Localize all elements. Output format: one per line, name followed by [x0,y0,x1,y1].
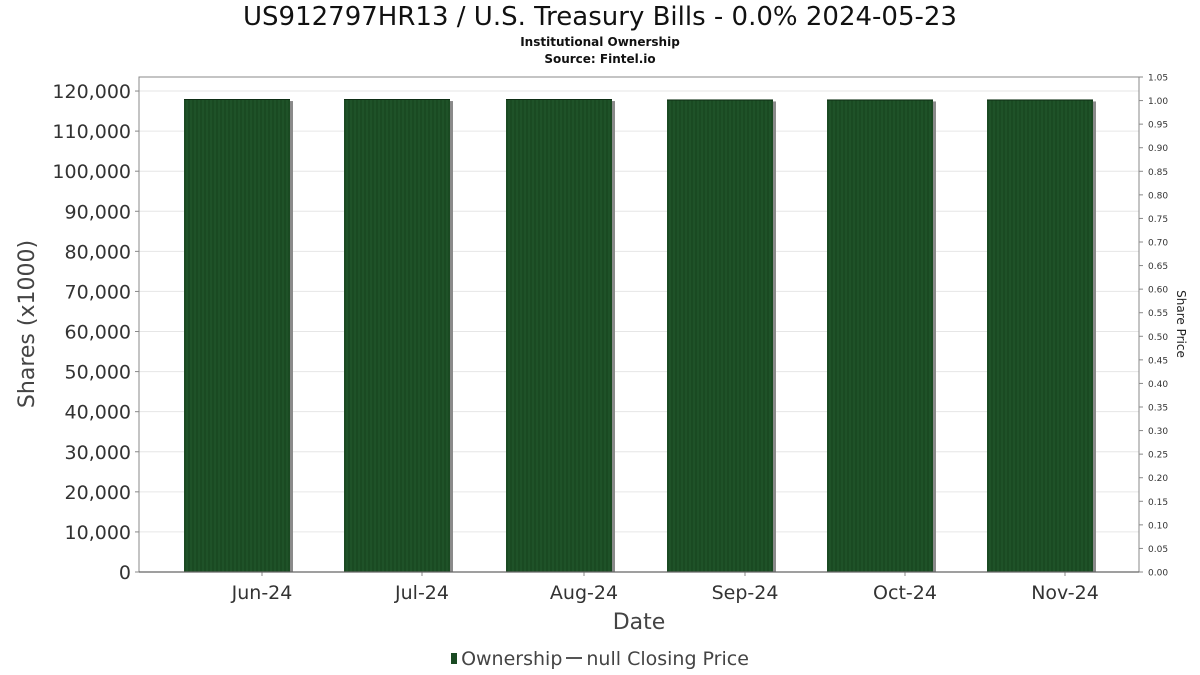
y2-tick-label: 0.70 [1148,239,1168,249]
y2-tick-label: 0.55 [1148,309,1168,319]
bar-group [506,99,615,573]
y2-tick-label: 0.30 [1148,427,1168,437]
bar [987,99,1093,572]
bar-group [344,99,453,573]
y-tick-label: 100,000 [52,161,131,183]
price-legend-label: null Closing Price [586,648,749,670]
chart-source: Source: Fintel.io [544,52,656,66]
x-tick-label: Nov-24 [1031,582,1099,604]
bar-group [987,99,1096,572]
y-tick-label: 80,000 [65,241,131,263]
bar [506,99,612,573]
y2-axis-label: Share Price [1174,290,1188,358]
y2-axis: 0.00 0.05 0.10 0.15 0.20 0.25 0.30 0.35 0.40 0.45… [1139,74,1168,579]
y2-tick-label: 0.40 [1148,380,1168,390]
y2-tick-label: 0.65 [1148,262,1168,272]
x-tick-label: Jun-24 [231,582,293,604]
bar [344,99,450,573]
y-tick-label: 60,000 [65,322,131,344]
y-tick-label: 90,000 [65,201,131,223]
y-axis: 0 10,000 20,000 30,000 40,000 50,000 60,000 70,… [52,81,139,584]
y-tick-label: 120,000 [52,81,131,103]
bar [667,99,773,572]
y2-tick-label: 0.45 [1148,356,1168,366]
y-tick-label: 0 [119,562,131,584]
y-tick-label: 50,000 [65,362,131,384]
y2-tick-label: 0.85 [1148,168,1168,178]
price-legend-swatch [566,657,583,659]
y-tick-label: 40,000 [65,402,131,424]
y2-tick-label: 0.90 [1148,144,1168,154]
ownership-legend-swatch [451,653,458,664]
ownership-legend-label: Ownership [461,648,563,670]
y-axis-label: Shares (x1000) [15,240,40,408]
bar-group [667,99,776,572]
y2-tick-label: 1.05 [1148,74,1168,84]
y2-tick-label: 0.15 [1148,498,1168,508]
y2-tick-label: 0.50 [1148,333,1168,343]
y2-tick-label: 0.20 [1148,474,1168,484]
y-tick-label: 20,000 [65,482,131,504]
y-tick-label: 30,000 [65,442,131,464]
y-tick-label: 70,000 [65,281,131,303]
y2-tick-label: 0.35 [1148,404,1168,414]
bar [184,99,290,573]
bar-group [827,99,936,572]
y2-tick-label: 0.25 [1148,451,1168,461]
x-tick-label: Sep-24 [712,582,779,604]
grid-lines [139,90,1139,573]
y2-tick-label: 0.95 [1148,121,1168,131]
y2-tick-label: 1.00 [1148,97,1168,107]
bars [184,99,1096,573]
y2-tick-label: 0.00 [1148,569,1168,579]
y-tick-label: 10,000 [65,522,131,544]
bar-group [184,99,293,573]
chart-legend: Ownership null Closing Price [0,648,1200,670]
y2-tick-label: 0.60 [1148,286,1168,296]
x-tick-label: Oct-24 [873,582,937,604]
y2-tick-label: 0.80 [1148,191,1168,201]
x-tick-label: Aug-24 [550,582,618,604]
chart-subtitle: Institutional Ownership [520,35,680,49]
y2-tick-label: 0.75 [1148,215,1168,225]
bar [827,99,933,572]
x-axis-label: Date [613,610,666,635]
x-axis: Jun-24 Jul-24 Aug-24 Sep-24 Oct-24 Nov-24 [139,571,1139,604]
chart-title: US912797HR13 / U.S. Treasury Bills - 0.0… [243,2,957,32]
y2-tick-label: 0.10 [1148,521,1168,531]
x-tick-label: Jul-24 [394,582,449,604]
y-tick-label: 110,000 [52,121,131,143]
y2-tick-label: 0.05 [1148,545,1168,555]
